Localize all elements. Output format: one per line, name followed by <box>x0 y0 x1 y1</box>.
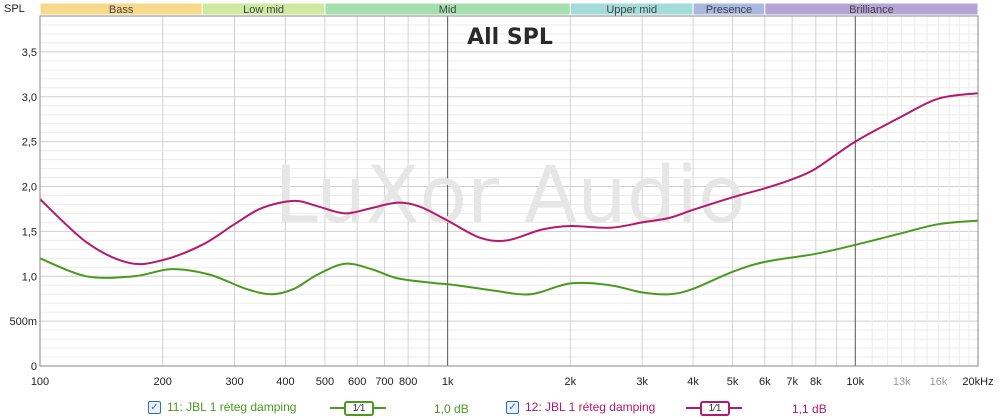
legend-item-series-11[interactable]: ✓ 11: JBL 1 réteg damping <box>148 400 296 414</box>
smoothing-label: 1⁄1 <box>344 401 374 416</box>
band-brilliance <box>764 2 979 16</box>
y-tick-label: 2,0 <box>22 182 37 194</box>
x-tick-label: 100 <box>31 376 49 388</box>
grid <box>39 16 979 366</box>
x-tick-label: 200 <box>154 376 172 388</box>
y-tick-label: 0 <box>31 361 37 373</box>
x-tick-label: 2k <box>565 376 577 388</box>
legend: ✓ 11: JBL 1 réteg damping 1⁄1 1,0 dB ✓ 1… <box>0 398 1000 418</box>
frequency-bands: Bass Low mid Mid Upper mid Presence Brillianc… <box>39 2 979 16</box>
checkbox-checked-icon[interactable]: ✓ <box>506 400 519 414</box>
x-tick-label: 1k <box>442 376 454 388</box>
legend-label: 12: JBL 1 réteg damping <box>525 400 656 414</box>
x-tick-label: 13k <box>893 376 911 388</box>
x-tick-label: 800 <box>399 376 417 388</box>
legend-label: 11: JBL 1 réteg damping <box>167 400 297 414</box>
series-line-11 <box>39 219 979 296</box>
plot-area <box>40 16 978 366</box>
x-tick-label: 600 <box>348 376 366 388</box>
y-tick-label: 1,5 <box>22 226 37 238</box>
y-tick-label: 3,5 <box>22 47 37 59</box>
x-tick-label: 5k <box>727 376 739 388</box>
x-tick-label: 4k <box>687 376 699 388</box>
x-tick-label: 20kHz <box>962 376 993 388</box>
x-tick-label: 400 <box>276 376 294 388</box>
legend-item-series-12[interactable]: ✓ 12: JBL 1 réteg damping <box>506 400 655 414</box>
checkbox-checked-icon[interactable]: ✓ <box>148 400 161 414</box>
band-label: Upper mid <box>606 4 657 16</box>
x-tick-label: 500 <box>316 376 334 388</box>
y-tick-label: 3,0 <box>22 92 37 104</box>
smoothing-selector-series-11[interactable]: 1⁄1 <box>330 401 386 416</box>
y-tick-label: 2,5 <box>22 137 37 149</box>
tick-labels: 100 200 300 400 500 600 700 800 1k 2k 3k 4k 5k 6k 7k 8k… <box>9 47 993 388</box>
watermark: LuXor Audio <box>274 151 745 241</box>
series-line-12 <box>39 92 979 266</box>
band-label: Presence <box>706 4 752 16</box>
legend-value-series-11: 1,0 dB <box>434 402 469 416</box>
spl-chart: Bass Low mid Mid Upper mid Presence Brillianc… <box>4 2 994 388</box>
plot-border <box>39 15 979 367</box>
y-axis-label: SPL <box>4 3 25 15</box>
band-label: Mid <box>439 4 457 16</box>
smoothing-label: 1⁄1 <box>700 401 730 416</box>
band-label: Low mid <box>243 4 284 16</box>
legend-value-series-12: 1,1 dB <box>792 402 827 416</box>
x-tick-label: 10k <box>846 376 864 388</box>
x-tick-label: 6k <box>759 376 771 388</box>
x-tick-label: 3k <box>636 376 648 388</box>
x-tick-label: 8k <box>810 376 822 388</box>
series <box>39 92 979 296</box>
chart-title: All SPL <box>467 25 553 50</box>
smoothing-selector-series-12[interactable]: 1⁄1 <box>686 401 742 416</box>
x-tick-label: 16k <box>930 376 948 388</box>
band-label: Bass <box>109 4 134 16</box>
y-tick-label: 1,0 <box>22 271 37 283</box>
y-tick-label: 500m <box>9 316 37 328</box>
x-tick-label: 7k <box>786 376 798 388</box>
x-tick-label: 300 <box>225 376 243 388</box>
band-label: Brilliance <box>849 4 894 16</box>
x-tick-label: 700 <box>375 376 393 388</box>
